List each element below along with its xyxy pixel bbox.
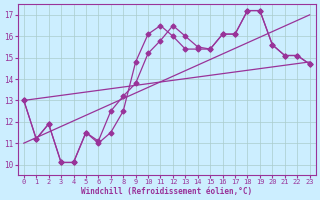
X-axis label: Windchill (Refroidissement éolien,°C): Windchill (Refroidissement éolien,°C) [81,187,252,196]
